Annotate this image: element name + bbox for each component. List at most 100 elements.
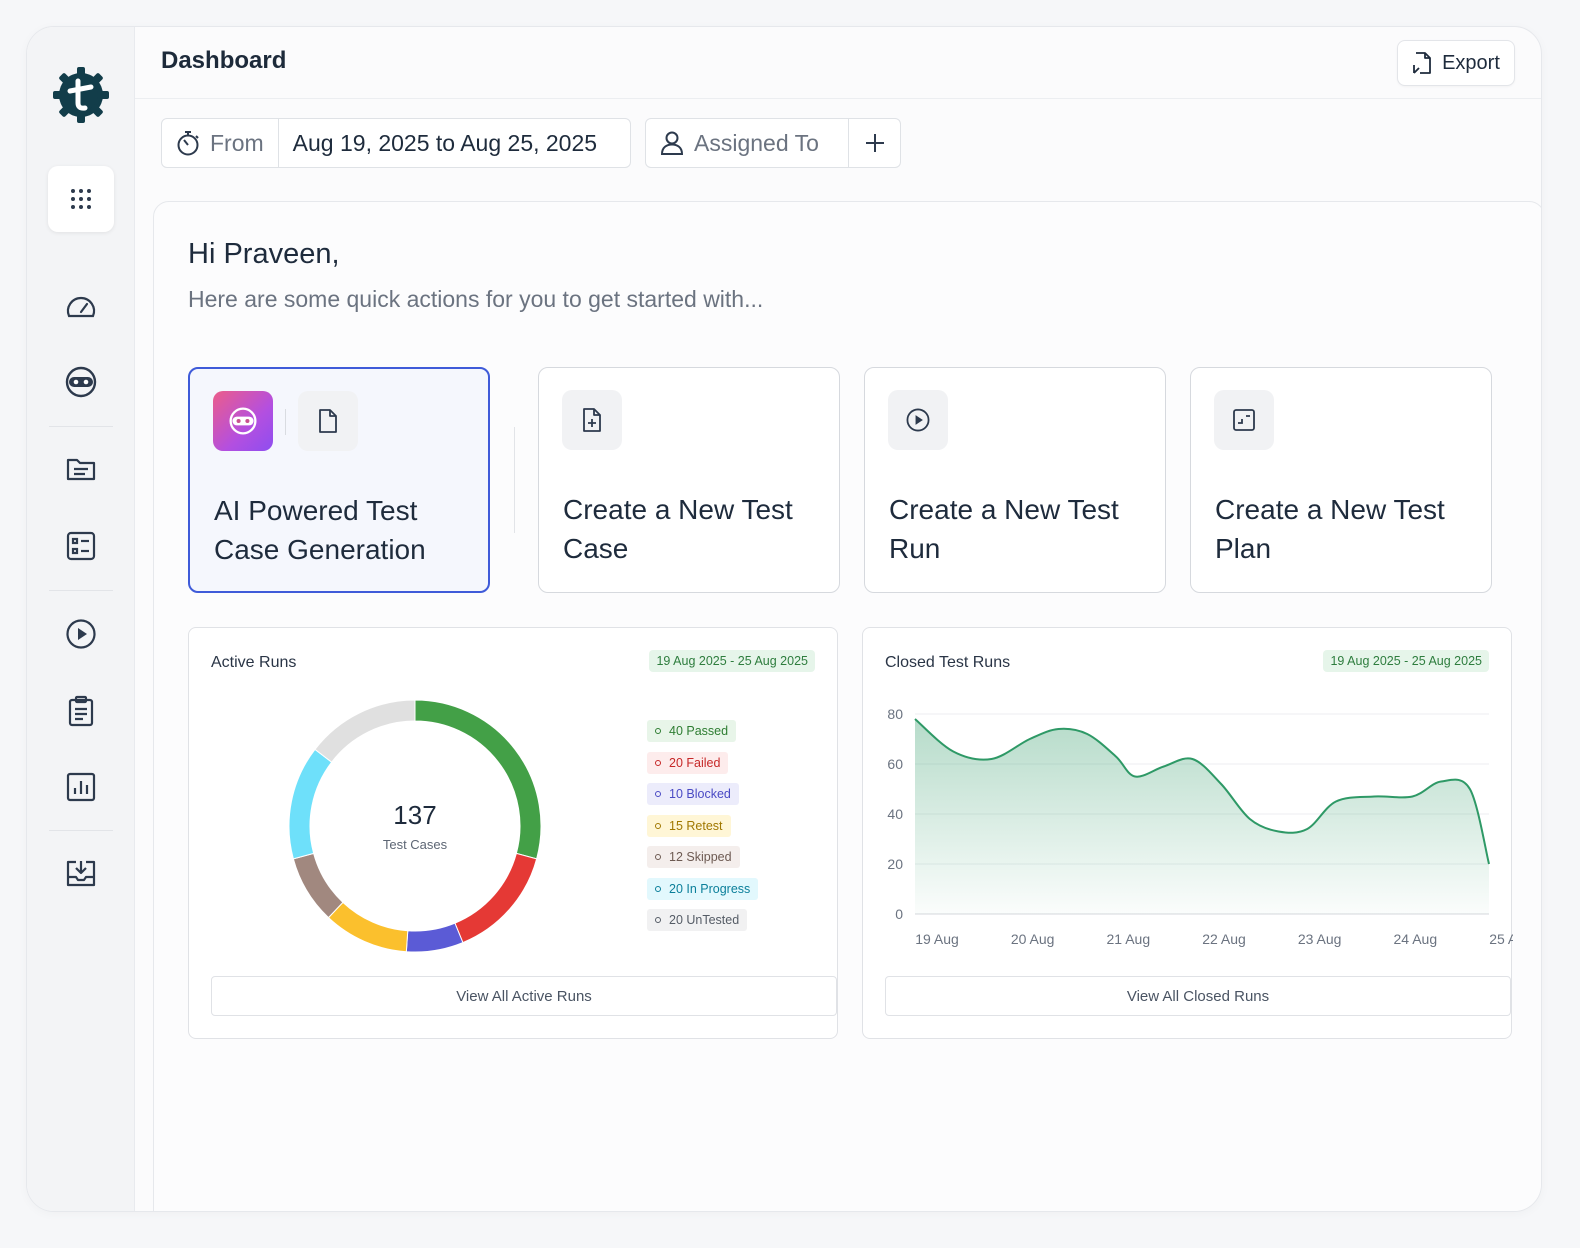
date-filter[interactable]: From Aug 19, 2025 to Aug 25, 2025 (161, 118, 631, 168)
legend-item: 40 Passed (647, 720, 737, 742)
clipboard-icon[interactable] (63, 693, 99, 729)
export-button[interactable]: Export (1397, 40, 1515, 86)
active-runs-panel: Active Runs 19 Aug 2025 - 25 Aug 2025 13… (188, 627, 838, 1039)
view-all-active-runs-button[interactable]: View All Active Runs (211, 976, 837, 1016)
y-tick-label: 60 (887, 756, 903, 772)
active-runs-date-badge: 19 Aug 2025 - 25 Aug 2025 (649, 650, 815, 672)
legend-dot-icon (655, 759, 661, 766)
legend-dot-icon (655, 854, 661, 860)
legend-label: 20 UnTested (669, 913, 740, 927)
legend-label: 40 Passed (669, 724, 729, 738)
legend-item: 15 Retest (647, 814, 731, 837)
donut-legend: 40 Passed 20 Failed 10 Blocked 15 Retest 12 … (647, 720, 759, 941)
plan-icon (1233, 409, 1255, 431)
export-label: Export (1442, 51, 1500, 74)
series-line (914, 718, 1490, 865)
robot-icon[interactable] (63, 364, 99, 400)
main-card: Hi Praveen, Here are some quick actions … (153, 201, 1541, 1211)
donut-slice[interactable] (314, 699, 416, 763)
app-logo[interactable] (51, 65, 111, 125)
top-bar: Dashboard Export (135, 27, 1541, 99)
file-plus-icon-box (562, 390, 622, 450)
user-icon (660, 131, 684, 155)
legend-item: 10 Blocked (647, 783, 739, 805)
add-filter-button[interactable] (848, 119, 900, 167)
play-circle-icon[interactable] (63, 616, 99, 652)
robot-icon (229, 407, 257, 435)
stopwatch-icon (177, 131, 199, 156)
donut-slice[interactable] (454, 852, 538, 944)
legend-dot-icon (655, 917, 661, 923)
apps-grid-button[interactable] (48, 166, 114, 232)
y-tick-label: 0 (895, 906, 903, 922)
x-tick-label: 25 Aug (1489, 931, 1513, 947)
donut-slice[interactable] (405, 922, 464, 953)
apps-grid-icon (71, 189, 91, 209)
date-range-text: Aug 19, 2025 to Aug 25, 2025 (292, 129, 598, 156)
date-range-value[interactable]: Aug 19, 2025 to Aug 25, 2025 (277, 119, 611, 167)
ai-test-case-card[interactable]: AI Powered Test Case Generation (188, 367, 490, 593)
legend-item: 20 In Progress (647, 877, 759, 900)
legend-dot-icon (655, 791, 661, 797)
x-tick-label: 22 Aug (1202, 931, 1246, 947)
download-tray-icon[interactable] (63, 855, 99, 891)
sidebar (27, 27, 135, 1211)
bar-chart-icon[interactable] (63, 769, 99, 805)
view-all-closed-runs-button[interactable]: View All Closed Runs (885, 976, 1511, 1016)
checklist-icon[interactable] (63, 528, 99, 564)
donut-slice[interactable] (292, 852, 344, 919)
assigned-label: Assigned To (694, 129, 819, 156)
y-tick-label: 80 (887, 706, 903, 722)
legend-label: 20 In Progress (669, 881, 751, 896)
legend-dot-icon (655, 728, 661, 734)
legend-item: 20 Failed (647, 751, 729, 774)
donut-slice[interactable] (288, 748, 333, 860)
closed-runs-area-chart: 0 20 40 60 80 19 Aug 20 Aug 21 Aug 22 Aug 23 Aug 2… (887, 706, 1513, 947)
export-file-icon (1413, 52, 1431, 74)
folder-icon[interactable] (63, 451, 99, 487)
legend-item: 20 UnTested (647, 909, 748, 931)
action-title: Create a New Test Run (889, 494, 1119, 564)
x-tick-label: 24 Aug (1394, 931, 1438, 947)
action-title: Create a New Test Plan (1215, 494, 1445, 564)
y-tick-label: 20 (887, 856, 903, 872)
closed-runs-date-badge: 19 Aug 2025 - 25 Aug 2025 (1323, 650, 1489, 672)
closed-runs-title: Closed Test Runs (885, 654, 1011, 671)
y-tick-label: 40 (887, 806, 903, 822)
ai-robot-icon-box (213, 391, 273, 451)
donut-chart (288, 699, 542, 953)
closed-runs-panel: Closed Test Runs 19 Aug 2025 - 25 Aug 20… (862, 627, 1513, 1039)
donut-slice[interactable] (327, 901, 409, 953)
donut-total: 137 (393, 800, 437, 830)
x-tick-label: 19 Aug (915, 931, 959, 947)
new-test-plan-card[interactable]: Create a New Test Plan (1190, 367, 1492, 593)
page-title: Dashboard (161, 47, 287, 74)
plan-icon-box (1214, 390, 1274, 450)
legend-item: 12 Skipped (647, 846, 740, 868)
legend-label: 12 Skipped (669, 850, 732, 864)
x-tick-label: 21 Aug (1107, 931, 1151, 947)
speedometer-icon[interactable] (63, 290, 99, 326)
greeting-subtitle: Here are some quick actions for you to g… (188, 286, 764, 312)
new-test-case-card[interactable]: Create a New Test Case (538, 367, 840, 593)
legend-label: 15 Retest (669, 818, 723, 833)
file-plus-icon (583, 408, 601, 432)
new-test-run-card[interactable]: Create a New Test Run (864, 367, 1166, 593)
greeting-title: Hi Praveen, (188, 238, 340, 270)
action-title: AI Powered Test Case Generation (214, 495, 426, 565)
play-circle-icon (906, 408, 930, 432)
x-tick-label: 20 Aug (1011, 931, 1055, 947)
app-window: Dashboard Export From Aug 19, 2025 to Au… (26, 26, 1542, 1212)
action-title: Create a New Test Case (563, 494, 793, 564)
from-segment[interactable]: From (162, 119, 278, 167)
donut-slice[interactable] (414, 699, 542, 860)
assigned-segment[interactable]: Assigned To (646, 119, 848, 167)
area-fill (915, 719, 1489, 914)
file-icon (319, 409, 337, 433)
from-label: From (210, 129, 264, 156)
donut-total-label: Test Cases (382, 837, 448, 852)
play-icon-box (888, 390, 948, 450)
assigned-filter[interactable]: Assigned To (645, 118, 901, 168)
legend-label: 20 Failed (669, 755, 721, 770)
active-runs-title: Active Runs (211, 654, 297, 671)
